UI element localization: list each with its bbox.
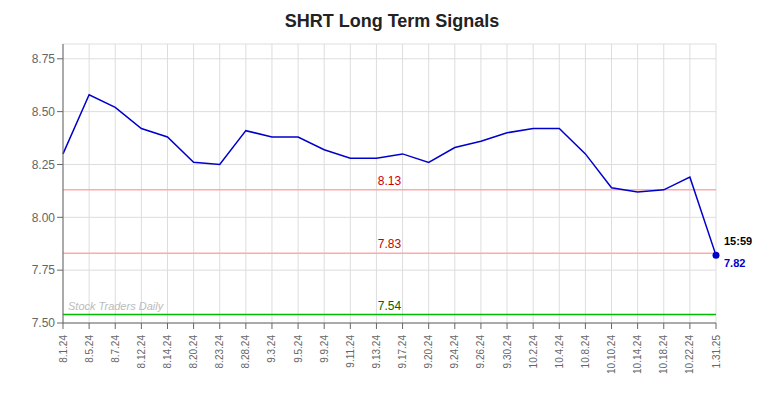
- svg-text:8.13: 8.13: [378, 174, 402, 188]
- html-text:SHRT Long Term Signals: SHRT Long Term Signals: [284, 11, 500, 31]
- svg-text:8.5.24: 8.5.24: [84, 335, 95, 363]
- svg-text:7.50: 7.50: [32, 316, 56, 330]
- svg-text:9.5.24: 9.5.24: [293, 335, 304, 363]
- svg-text:8.75: 8.75: [32, 52, 56, 66]
- svg-text:10.8.24: 10.8.24: [580, 335, 591, 369]
- svg-text:15:59: 15:59: [724, 235, 752, 247]
- svg-text:9.24.24: 9.24.24: [449, 335, 460, 369]
- svg-text:7.83: 7.83: [378, 237, 402, 251]
- svg-text:7.75: 7.75: [32, 263, 56, 277]
- svg-text:9.3.24: 9.3.24: [266, 335, 277, 363]
- svg-text:1.31.25: 1.31.25: [711, 335, 722, 369]
- svg-text:9.11.24: 9.11.24: [345, 335, 356, 368]
- svg-text:9.17.24: 9.17.24: [397, 335, 408, 369]
- svg-text:8.1.24: 8.1.24: [58, 335, 69, 363]
- svg-text:8.23.24: 8.23.24: [214, 335, 225, 369]
- svg-text:9.13.24: 9.13.24: [371, 335, 382, 369]
- svg-text:8.28.24: 8.28.24: [240, 335, 251, 369]
- svg-text:Stock Traders Daily: Stock Traders Daily: [68, 300, 165, 312]
- svg-text:7.82: 7.82: [724, 257, 745, 269]
- svg-text:10.10.24: 10.10.24: [606, 335, 617, 374]
- svg-text:10.14.24: 10.14.24: [632, 335, 643, 374]
- svg-text:8.00: 8.00: [32, 211, 56, 225]
- svg-text:10.18.24: 10.18.24: [658, 335, 669, 374]
- svg-text:10.2.24: 10.2.24: [528, 335, 539, 369]
- svg-text:9.26.24: 9.26.24: [475, 335, 486, 369]
- svg-text:8.12.24: 8.12.24: [136, 335, 147, 369]
- svg-text:10.22.24: 10.22.24: [684, 335, 695, 374]
- svg-text:9.20.24: 9.20.24: [423, 335, 434, 369]
- svg-text:8.20.24: 8.20.24: [188, 335, 199, 369]
- svg-text:7.54: 7.54: [378, 299, 402, 313]
- svg-text:8.25: 8.25: [32, 158, 56, 172]
- svg-text:8.50: 8.50: [32, 105, 56, 119]
- svg-text:9.30.24: 9.30.24: [502, 335, 513, 369]
- svg-text:8.14.24: 8.14.24: [162, 335, 173, 369]
- svg-text:10.4.24: 10.4.24: [554, 335, 565, 369]
- svg-text:8.7.24: 8.7.24: [110, 335, 121, 363]
- svg-text:9.9.24: 9.9.24: [319, 335, 330, 363]
